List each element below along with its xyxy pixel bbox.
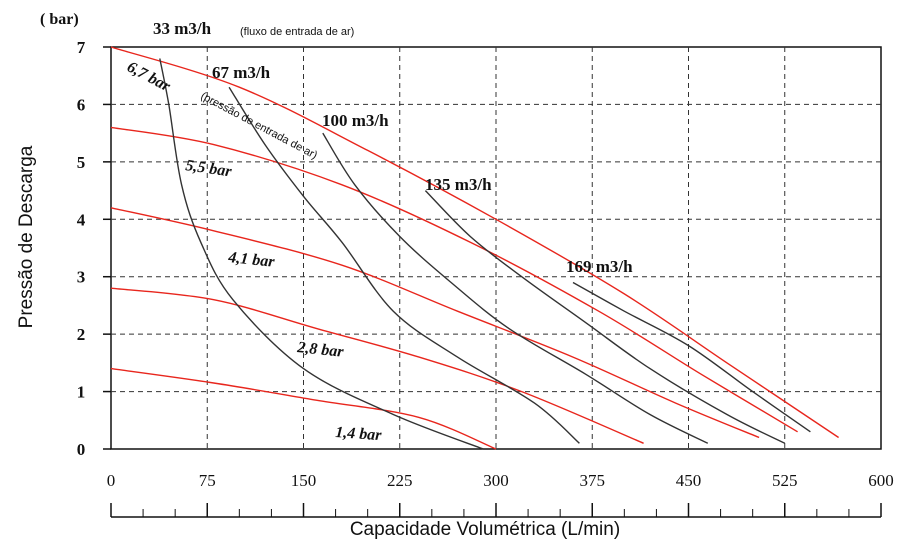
x-tick-label: 600 xyxy=(868,471,894,490)
y-tick-label: 4 xyxy=(77,210,86,229)
air-pressure-curve xyxy=(110,46,839,439)
air-flow-curve xyxy=(322,132,709,444)
air-pressure-curve xyxy=(110,207,760,439)
air-pressure-curve xyxy=(110,126,798,433)
x-axis: 0 75 150 225 300 375 450 525 600 xyxy=(107,471,894,518)
air-flow-label: 169 m3/h xyxy=(566,257,633,276)
y-tick-label: 2 xyxy=(77,325,86,344)
air-pressure-curve xyxy=(110,367,497,450)
x-tick-label: 525 xyxy=(772,471,798,490)
air-pressure-note: (pressão de entrada de ar) xyxy=(199,90,320,162)
x-tick-label: 225 xyxy=(387,471,413,490)
y-axis: 0 1 2 3 4 5 6 7 xyxy=(77,38,111,459)
y-tick-label: 3 xyxy=(77,268,86,287)
air-flow-label: 33 m3/h xyxy=(153,19,212,38)
air-pressure-label: 1,4 bar xyxy=(335,424,383,444)
air-pressure-label: 5,5 bar xyxy=(184,157,233,180)
air-flow-note: (fluxo de entrada de ar) xyxy=(240,26,354,38)
air-flow-label: 100 m3/h xyxy=(322,111,389,130)
y-tick-label: 6 xyxy=(77,95,86,114)
x-tick-label: 0 xyxy=(107,471,116,490)
curve-labels: 33 m3/h 67 m3/h 100 m3/h 135 m3/h 169 m3/h 6,… xyxy=(124,19,633,444)
air-pressure-label: 6,7 bar xyxy=(124,59,173,96)
air-flow-curves xyxy=(159,58,811,450)
y-tick-label: 0 xyxy=(77,440,86,459)
grid xyxy=(111,47,881,449)
y-unit-label: ( bar) xyxy=(40,11,79,28)
y-tick-label: 1 xyxy=(77,383,86,402)
x-tick-label: 75 xyxy=(199,471,216,490)
y-tick-label: 5 xyxy=(77,153,86,172)
air-flow-label: 135 m3/h xyxy=(425,175,492,194)
air-pressure-label: 2,8 bar xyxy=(296,339,346,361)
air-pressure-curve xyxy=(110,287,644,444)
x-tick-label: 375 xyxy=(580,471,606,490)
air-pressure-label: 4,1 bar xyxy=(227,249,277,271)
x-tick-label: 150 xyxy=(291,471,317,490)
x-tick-label: 300 xyxy=(483,471,509,490)
air-flow-curve xyxy=(572,281,811,433)
air-pressure-curves xyxy=(110,46,839,450)
air-flow-curve xyxy=(228,86,580,444)
x-tick-label: 450 xyxy=(676,471,702,490)
y-axis-title: Pressão de Descarga xyxy=(16,145,37,328)
y-tick-label: 7 xyxy=(77,38,86,57)
air-flow-label: 67 m3/h xyxy=(212,63,271,82)
air-flow-curve xyxy=(424,190,786,444)
x-axis-title: Capacidade Volumétrica (L/min) xyxy=(350,519,620,540)
air-flow-curve xyxy=(159,58,484,450)
